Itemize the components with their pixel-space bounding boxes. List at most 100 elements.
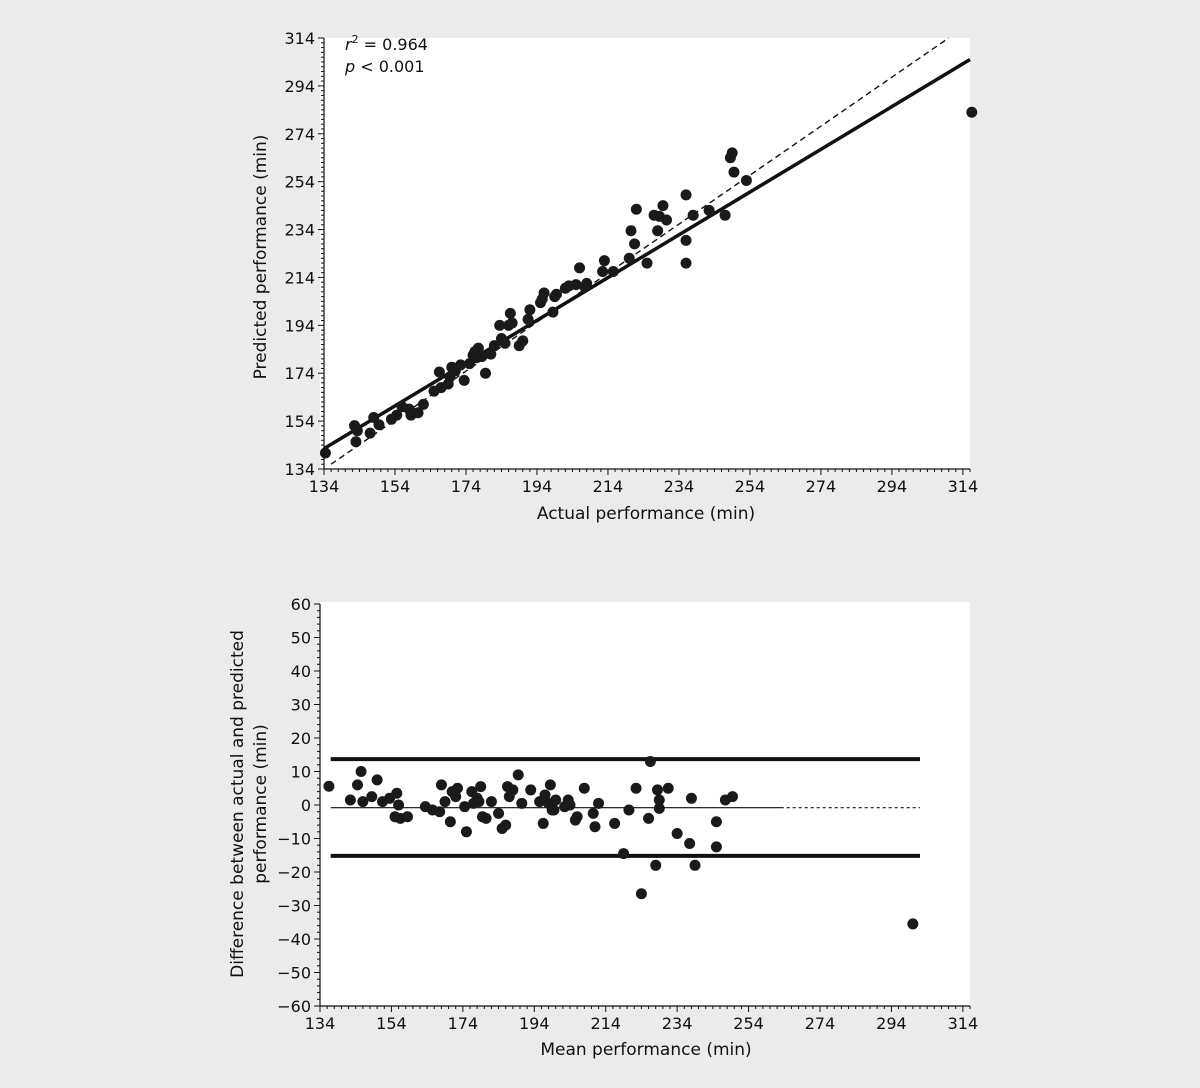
axes: 134 154 174 194 214 234 254 274 294 314 134 154 174 1…	[284, 29, 978, 496]
data-point	[598, 255, 610, 267]
data-point	[516, 797, 528, 809]
data-point	[657, 200, 669, 212]
data-point	[966, 106, 978, 118]
y-tick-label: 194	[284, 316, 315, 335]
data-point	[607, 265, 619, 277]
x-tick-label: 274	[805, 1014, 836, 1033]
data-point	[435, 779, 447, 791]
data-point	[444, 816, 456, 828]
data-point	[393, 799, 405, 811]
data-point	[710, 841, 722, 853]
y-tick-label: 134	[284, 460, 315, 479]
x-tick-label: 134	[305, 1014, 336, 1033]
data-point	[452, 782, 463, 794]
data-points	[319, 106, 978, 459]
data-point	[661, 214, 673, 226]
data-point	[630, 203, 642, 215]
data-point	[623, 252, 635, 264]
x-tick-label: 294	[877, 477, 908, 496]
data-point	[537, 817, 549, 829]
y-tick-label: −40	[277, 930, 311, 949]
data-point	[635, 888, 647, 900]
data-point	[366, 791, 378, 803]
data-point	[630, 782, 642, 794]
data-point	[671, 827, 683, 839]
data-point	[494, 319, 506, 331]
data-point	[609, 817, 621, 829]
data-point	[499, 337, 511, 349]
data-point	[512, 769, 524, 781]
data-point	[623, 804, 635, 816]
data-point	[355, 766, 367, 777]
x-tick-label: 234	[662, 1014, 693, 1033]
y-tick-label: 154	[284, 412, 315, 431]
y-tick-label: 294	[284, 77, 315, 96]
data-point	[357, 796, 369, 808]
data-point	[650, 859, 662, 871]
data-point	[319, 447, 331, 459]
x-tick-label: 154	[380, 477, 411, 496]
data-point	[350, 436, 362, 448]
x-axis-title: Actual performance (min)	[537, 504, 755, 524]
data-point	[547, 306, 559, 318]
y-tick-label: 274	[284, 125, 315, 144]
data-point	[538, 287, 550, 299]
data-point	[653, 802, 665, 814]
y-tick-label: 50	[291, 629, 311, 648]
data-point	[641, 257, 653, 269]
x-tick-label: 134	[309, 477, 340, 496]
data-point	[652, 784, 663, 796]
x-tick-label: 274	[806, 477, 837, 496]
r-squared-annotation: r2 = 0.964	[345, 33, 428, 54]
y-tick-label: 60	[291, 595, 311, 614]
data-point	[680, 234, 692, 246]
regression-line	[323, 58, 971, 451]
data-point	[480, 812, 492, 824]
y-axis-title: Predicted performance (min)	[251, 135, 271, 380]
data-point	[539, 789, 551, 801]
x-tick-label: 314	[948, 477, 979, 496]
data-point	[517, 335, 529, 347]
x-tick-label: 194	[522, 477, 553, 496]
data-point	[344, 794, 356, 806]
data-point	[459, 801, 471, 813]
data-point	[364, 427, 376, 439]
scatter-chart-difference-vs-mean: 134 154 174 194 214 234 254 274 294 314 60 50 40 30 20…	[228, 595, 978, 1060]
y-tick-label: 0	[301, 796, 311, 815]
plot-area	[320, 602, 970, 1006]
data-point	[525, 784, 537, 796]
data-point	[728, 166, 740, 178]
data-point	[488, 340, 500, 352]
data-point	[687, 209, 699, 221]
data-point	[391, 409, 403, 421]
data-point	[460, 826, 472, 838]
y-tick-label: 214	[284, 268, 315, 287]
data-point	[703, 204, 715, 216]
data-point	[433, 366, 445, 378]
data-point	[587, 807, 599, 819]
data-point	[480, 367, 491, 379]
y-tick-label: 40	[291, 662, 311, 681]
data-point	[351, 425, 363, 437]
x-tick-label: 174	[451, 477, 482, 496]
data-point	[564, 799, 576, 811]
data-point	[412, 407, 424, 419]
y-tick-label: −60	[277, 997, 311, 1016]
x-axis-title: Mean performance (min)	[540, 1040, 751, 1060]
x-tick-label: 294	[876, 1014, 907, 1033]
data-point	[629, 238, 641, 250]
data-point	[434, 806, 446, 818]
x-tick-label: 174	[448, 1014, 479, 1033]
data-point	[352, 779, 363, 791]
data-point	[644, 755, 656, 767]
y-tick-label: 174	[284, 364, 315, 383]
data-point	[455, 359, 467, 371]
y-tick-label: −50	[277, 964, 311, 983]
y-tick-label: −10	[277, 830, 311, 849]
data-point	[907, 918, 919, 930]
data-point	[685, 792, 697, 804]
x-tick-label: 214	[590, 1014, 621, 1033]
data-point	[581, 277, 593, 289]
data-point	[589, 821, 601, 833]
